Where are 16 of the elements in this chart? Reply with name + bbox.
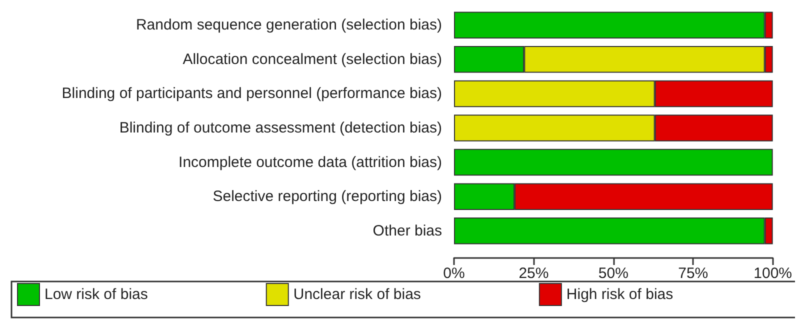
y-tick-label: Incomplete outcome data (attrition bias) [178,154,442,171]
x-tick-label: 75% [678,265,708,282]
bar [454,148,773,176]
x-tick-label: 100% [754,265,792,282]
x-tick-label: 25% [518,265,549,282]
y-tick-label: Allocation concealment (selection bias) [182,50,442,68]
y-tick-label: Selective reporting (reporting bias) [212,188,442,206]
y-tick-label: Random sequence generation (selection bias) [136,16,442,34]
y-tick-label: Blinding of participants and personnel (performance bias) [62,85,442,102]
legend-label: Unclear risk of bias [293,286,421,303]
legend-label: High risk of bias [566,286,674,303]
x-tick-label: 50% [598,265,628,282]
legend-label: Low risk of bias [44,286,148,303]
y-tick-label: Blinding of outcome assessment (detection bias) [119,120,442,136]
y-tick-label: Other bias [372,222,442,240]
x-tick-label: 0% [443,265,465,282]
